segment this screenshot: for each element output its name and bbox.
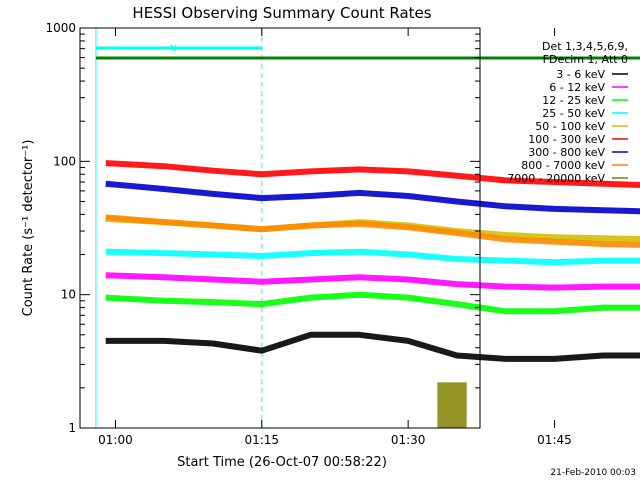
legend-label: 6 - 12 keV [549,81,605,94]
legend-label: 100 - 300 keV [528,133,605,146]
legend-header: FDecim 1, Att 0 [543,53,628,66]
x-axis-label: Start Time (26-Oct-07 00:58:22) [177,455,387,470]
series-line [105,160,640,188]
y-tick-label: 100 [53,154,76,168]
plot-frame [79,27,481,429]
y-tick-label: 1 [68,421,76,435]
x-tick-label: 01:30 [391,433,426,447]
timestamp: 21-Feb-2010 00:03 [550,468,636,478]
legend-label: 300 - 800 keV [528,146,605,159]
legend-label: 7000 - 20000 keV [507,172,605,185]
series-line [105,248,640,266]
legend-label: 25 - 50 keV [542,107,605,120]
series-line [105,272,640,291]
x-tick-label: 01:00 [98,433,133,447]
chart-title: HESSI Observing Summary Count Rates [132,4,431,22]
legend-label: 3 - 6 keV [556,68,605,81]
y-tick-label: 1000 [45,21,76,35]
y-axis-label: Count Rate (s⁻¹ detector⁻¹) [21,140,36,317]
series-line [105,291,640,315]
series-line [105,180,640,215]
legend-header: Det 1,3,4,5,6,9, [542,40,628,53]
x-tick-label: 01:45 [537,433,572,447]
legend-label: 800 - 7000 keV [521,159,605,172]
legend-label: 12 - 25 keV [542,94,605,107]
series-line [105,214,640,248]
legend-label: 50 - 100 keV [535,120,605,133]
y-tick-label: 10 [61,288,76,302]
series-area-7000-20000 [437,382,467,428]
flag-label: N [170,44,177,54]
series-line [105,331,640,362]
x-tick-label: 01:15 [244,433,279,447]
